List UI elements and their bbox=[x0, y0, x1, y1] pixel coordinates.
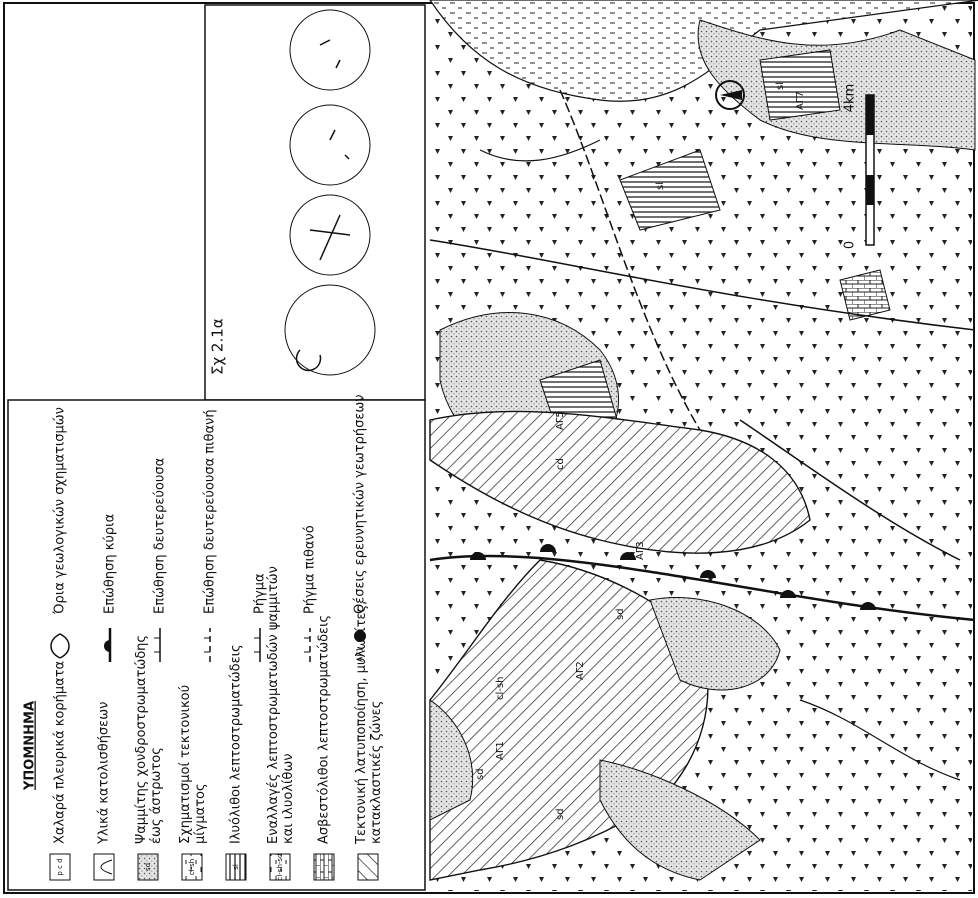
legend-label: Σχηματισμοί τεκτονικούμίγματος bbox=[178, 685, 208, 844]
legend-symbol: ΑΓ1 bbox=[356, 647, 365, 662]
legend-label: Ψαμμίτης χονδροστρωματώδηςέως άστρωτος bbox=[134, 635, 164, 844]
legend-tick bbox=[304, 637, 310, 653]
legend-symbol: sl bbox=[232, 864, 240, 870]
scale-end: 4km bbox=[843, 84, 858, 112]
inset-frame bbox=[204, 4, 426, 401]
legend-label: Ιλυόλιθοι λεπτοστρωματώδεις bbox=[229, 644, 244, 844]
geologic-map bbox=[429, 0, 978, 891]
map-label: ΑΓ2 bbox=[575, 661, 586, 680]
legend-symbol: cl-sh-sd bbox=[276, 853, 284, 880]
legend-label: Επώθηση δευτερεύουσα bbox=[153, 458, 168, 614]
legend-label: Τεκτονική λατυποποίηση, μυλωνίτες,κατακλ… bbox=[354, 601, 384, 845]
legend-icon bbox=[100, 859, 113, 875]
scale-start: 0 bbox=[843, 241, 858, 249]
legend-label: Ρήγμα πιθανό bbox=[303, 525, 318, 614]
legend-label: Ρήγμα bbox=[253, 573, 268, 614]
stereonets bbox=[284, 9, 376, 376]
north-arrow bbox=[715, 80, 745, 110]
legend-label: Επώθηση δευτερεύουσα πιθανή bbox=[203, 409, 218, 614]
legend-swatch bbox=[225, 853, 247, 881]
map-label: cd bbox=[555, 458, 566, 470]
legend-label: Εναλλαγές λεπτοστρωματωδών ψαμμιτώνκαι ι… bbox=[266, 566, 296, 844]
legend-swatch bbox=[93, 853, 115, 881]
map-label: cl-sh bbox=[495, 677, 506, 700]
map-label: ΑΓ3 bbox=[635, 541, 646, 560]
map-label: sd bbox=[555, 808, 566, 820]
map-label: ΑΓ1 bbox=[495, 741, 506, 760]
legend-title: ΥΠΟΜΝΗΜΑ bbox=[23, 701, 38, 791]
legend-line bbox=[50, 633, 70, 659]
legend-tick bbox=[204, 637, 210, 653]
legend-swatch bbox=[313, 853, 335, 881]
legend-label: Επώθηση κύρια bbox=[103, 514, 118, 614]
legend-label: Χαλαρά πλευρικά κορήματα bbox=[53, 661, 68, 844]
legend-symbol: cl-sh bbox=[188, 859, 196, 875]
map-label: sd bbox=[475, 768, 486, 780]
legend-swatch bbox=[49, 853, 71, 881]
map-label: ΑΓ5 bbox=[555, 411, 566, 430]
legend-swatch bbox=[181, 853, 203, 881]
map-label: sl bbox=[655, 182, 666, 190]
map-label: ΑΓ7 bbox=[795, 91, 806, 110]
legend-frame bbox=[7, 399, 426, 891]
legend: ΥΠΟΜΝΗΜΑ p c d Χαλαρά πλευρικά κορήματα Υλ… bbox=[23, 394, 384, 880]
legend-label: Ασβεστόλιθοι λεπτοστρωματώδεις bbox=[317, 615, 332, 844]
map-label: sl bbox=[775, 82, 786, 90]
legend-symbol: p c d bbox=[56, 858, 64, 875]
legend-swatch bbox=[357, 853, 379, 881]
legend-label: Όρια γεωλογικών σχηματισμών bbox=[53, 407, 68, 615]
map-label: sd bbox=[615, 608, 626, 620]
scale-bar bbox=[865, 94, 875, 246]
legend-swatch bbox=[269, 853, 291, 881]
legend-tick bbox=[254, 637, 260, 653]
legend-label: Υλικά κατολισθήσεων bbox=[97, 702, 112, 845]
inset-title: Σχ 2.1α bbox=[209, 318, 227, 375]
legend-well bbox=[354, 630, 366, 642]
legend-tick bbox=[154, 637, 160, 653]
legend-symbol: sd bbox=[144, 863, 152, 871]
legend-tooth bbox=[104, 640, 110, 652]
legend-swatch bbox=[137, 853, 159, 881]
map-labels: sd sd sl sl cd cl-sh sd ΑΓ1 ΑΓ2 ΑΓ3 ΑΓ5 ΑΓ7 bbox=[475, 82, 806, 820]
legend-label: Θέσεις ερευνητικών γεωτρήσεων bbox=[353, 394, 368, 614]
